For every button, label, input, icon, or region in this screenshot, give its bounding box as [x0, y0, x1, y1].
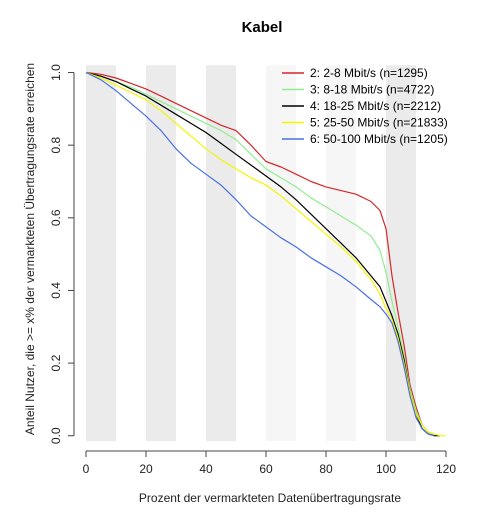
x-tick-label: 20: [139, 462, 153, 476]
legend-label: 3: 8-18 Mbit/s (n=4722): [310, 83, 434, 97]
x-tick-label: 120: [436, 462, 456, 476]
legend-label: 5: 25-50 Mbit/s (n=21833): [310, 116, 448, 130]
y-axis-label: Anteil Nutzer, die >= x% der vermarktete…: [23, 63, 37, 435]
legend: 2: 2-8 Mbit/s (n=1295) 3: 8-18 Mbit/s (n=…: [282, 66, 448, 146]
series-line-1: [85, 71, 435, 437]
y-tick-label: 1.0: [49, 64, 63, 81]
y-tick-label: 0.8: [49, 137, 63, 154]
background-band: [266, 65, 296, 442]
background-band: [386, 65, 416, 442]
x-ticks: 0 20 40 60 80 100 120: [83, 451, 456, 476]
background-band: [146, 65, 176, 442]
series-line-2: [85, 71, 440, 437]
legend-label: 6: 50-100 Mbit/s (n=1205): [310, 132, 448, 146]
y-tick-label: 0.2: [49, 354, 63, 371]
y-tick-label: 0.4: [49, 282, 63, 299]
x-tick-label: 100: [376, 462, 396, 476]
legend-label: 4: 18-25 Mbit/s (n=2212): [310, 99, 441, 113]
background-bands: [86, 65, 416, 442]
x-tick-label: 0: [83, 462, 90, 476]
x-tick-label: 40: [199, 462, 213, 476]
y-ticks: 0.0 0.2 0.4 0.6 0.8 1.0: [49, 64, 74, 444]
background-band: [86, 65, 116, 442]
chart-title: Kabel: [242, 19, 283, 36]
legend-label: 2: 2-8 Mbit/s (n=1295): [310, 66, 428, 80]
series-line-5: [85, 71, 435, 437]
series-line-4: [85, 71, 446, 437]
y-tick-label: 0.0: [49, 427, 63, 444]
y-tick-label: 0.6: [49, 209, 63, 226]
x-axis-label: Prozent der vermarkteten Datenübertragun…: [139, 491, 401, 505]
background-band: [206, 65, 236, 442]
x-tick-label: 80: [319, 462, 333, 476]
x-tick-label: 60: [259, 462, 273, 476]
series-lines: [85, 71, 446, 437]
